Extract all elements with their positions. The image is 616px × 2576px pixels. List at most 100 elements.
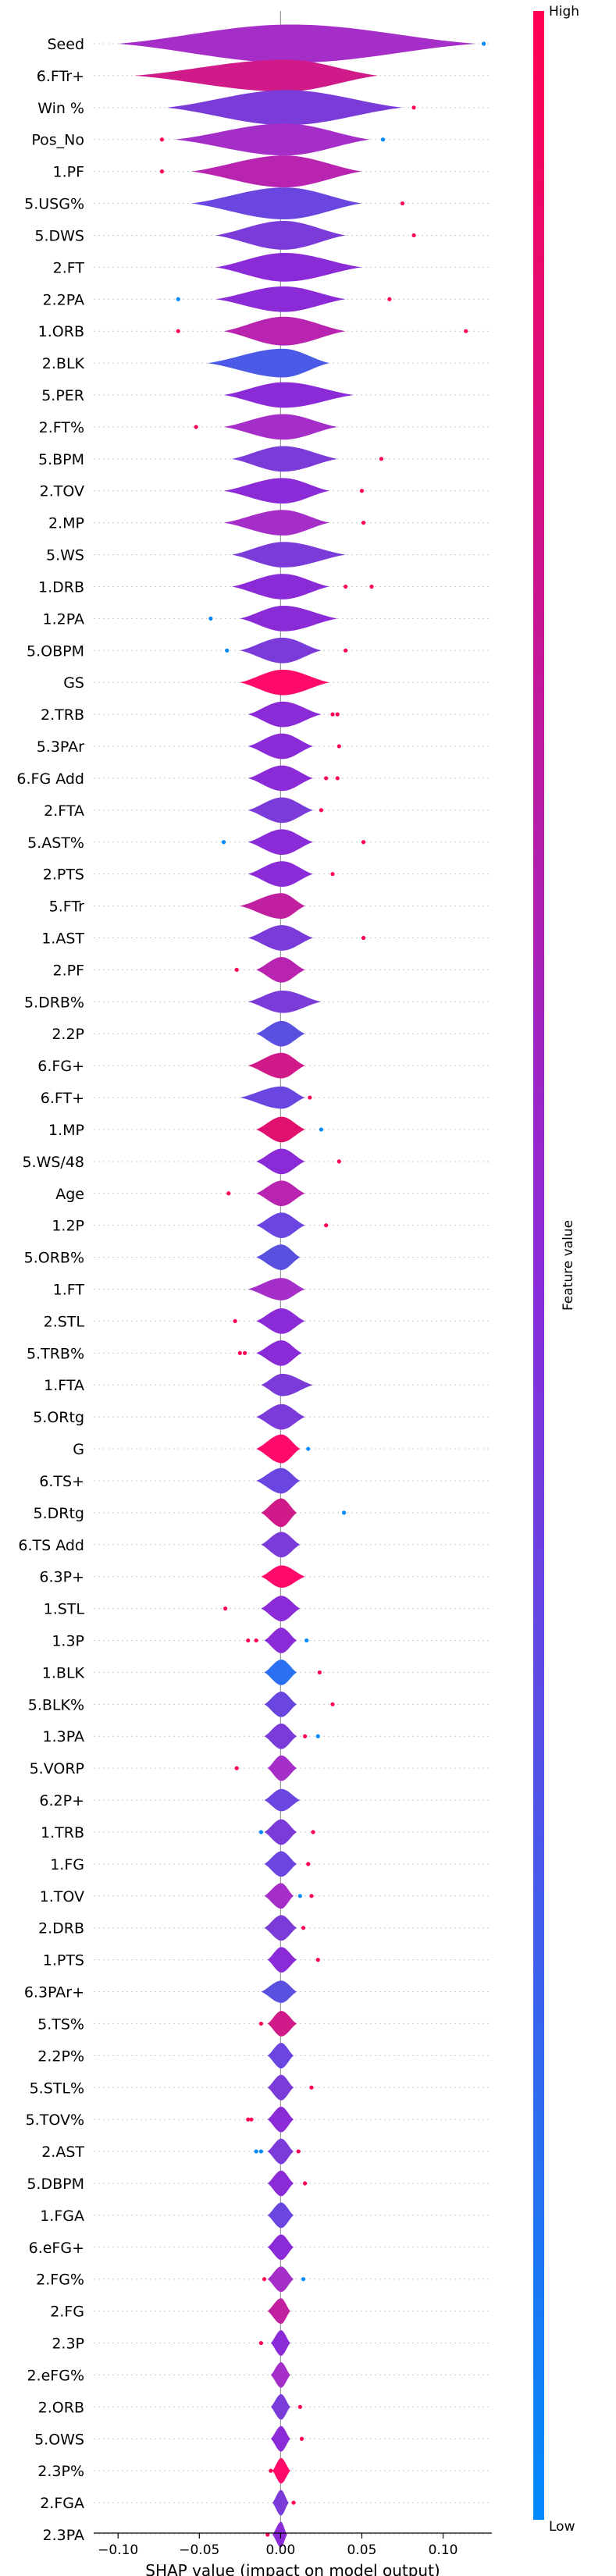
- feature-label: 5.BLK%: [28, 1696, 84, 1713]
- violin-2.PTS: [247, 861, 314, 888]
- outlier-point: [464, 329, 468, 333]
- violin-1.FG: [264, 1851, 297, 1877]
- violin-5.AST%: [247, 829, 314, 856]
- outlier-point: [265, 2532, 270, 2537]
- violin-1.3P: [264, 1628, 297, 1653]
- feature-label: 2.FGA: [40, 2495, 84, 2512]
- feature-label: Pos_No: [31, 132, 84, 149]
- violin-5.DBPM: [267, 2170, 294, 2197]
- violin-2.3PA: [272, 2521, 287, 2548]
- violin-2.ORB: [270, 2393, 290, 2420]
- feature-label: 2.AST: [41, 2144, 84, 2161]
- x-axis: −0.10 −0.05 0.00 0.05 0.10: [94, 2532, 492, 2558]
- outlier-point: [306, 1862, 311, 1866]
- violin-5.WS/48: [256, 1148, 305, 1175]
- violin-5.OWS: [270, 2425, 290, 2452]
- violin-2.2P%: [267, 2042, 294, 2069]
- feature-label: 1.3P: [52, 1633, 84, 1650]
- outlier-point: [237, 1350, 242, 1355]
- feature-label: 5.ORtg: [33, 1409, 84, 1426]
- outlier-point: [411, 233, 416, 238]
- feature-label: 1.ORB: [38, 323, 84, 340]
- outlier-point: [400, 201, 405, 206]
- outlier-point: [344, 648, 348, 653]
- violin-5.ORtg: [256, 1404, 305, 1430]
- outlier-point: [369, 584, 374, 589]
- violin-1.AST: [247, 925, 314, 951]
- feature-label: 6.3PAr+: [24, 1984, 84, 2001]
- feature-label: G: [73, 1441, 84, 1458]
- violin-6.FTr+: [134, 59, 379, 92]
- outlier-point: [246, 1638, 251, 1643]
- feature-label: 2.2PA: [43, 291, 84, 308]
- violin-2.3P%: [272, 2457, 290, 2484]
- violin-2.FT%: [223, 414, 338, 440]
- feature-label: 2.DRB: [38, 1920, 84, 1937]
- outlier-point: [233, 1318, 237, 1324]
- outlier-point: [291, 2500, 296, 2505]
- outlier-point: [258, 1830, 264, 1834]
- feature-label: 2.3P: [52, 2336, 84, 2353]
- violin-2.PF: [256, 957, 305, 983]
- feature-label: 5.FTr: [49, 898, 85, 916]
- feature-label: 1.FTA: [44, 1377, 84, 1394]
- feature-label: 2.2P: [52, 1026, 84, 1043]
- violins: [118, 24, 476, 2548]
- violin-5.DRB%: [247, 990, 322, 1013]
- outlier-point: [311, 1830, 315, 1834]
- feature-label: 2.FTA: [44, 802, 84, 820]
- x-tick-label: 0.00: [265, 2542, 295, 2558]
- feature-label: 2.FG: [50, 2304, 84, 2321]
- outlier-point: [254, 2149, 258, 2154]
- feature-label: 6.2P+: [39, 1792, 84, 1809]
- violin-1.3PA: [264, 1723, 297, 1749]
- violin-2.TRB: [247, 701, 322, 728]
- feature-label: 5.DRtg: [34, 1505, 84, 1522]
- outlier-point: [246, 2117, 251, 2122]
- violin-2.MP: [223, 510, 329, 536]
- violin-GS: [240, 669, 329, 696]
- outlier-point: [303, 2181, 308, 2186]
- feature-label: 5.TRB%: [27, 1345, 84, 1362]
- feature-label: 1.3PA: [43, 1728, 84, 1745]
- outlier-point: [387, 297, 392, 301]
- colorbar-title: Feature value: [561, 1220, 576, 1311]
- violin-1.DRB: [231, 574, 329, 600]
- violin-6.TS Add: [261, 1532, 301, 1558]
- outlier-point: [176, 297, 180, 301]
- violin-5.FTr: [240, 893, 305, 919]
- violin-Pos_No: [175, 123, 370, 156]
- violin-2.TOV: [223, 478, 329, 504]
- violin-6.3P+: [261, 1565, 305, 1589]
- feature-label: 2.MP: [48, 515, 84, 532]
- violin-1.2P: [256, 1212, 305, 1239]
- violin-1.FGA: [267, 2202, 294, 2229]
- feature-label: 6.TS+: [39, 1473, 84, 1490]
- x-axis-label: SHAP value (impact on model output): [145, 2561, 440, 2576]
- outlier-point: [221, 840, 226, 845]
- feature-label: 5.DRB%: [24, 994, 84, 1011]
- outlier-point: [226, 1191, 231, 1196]
- feature-label: 5.TOV%: [26, 2112, 84, 2129]
- feature-label: Age: [55, 1186, 84, 1203]
- violin-1.FT: [247, 1278, 305, 1300]
- violin-6.eFG+: [267, 2234, 294, 2261]
- outlier-point: [361, 840, 366, 845]
- violin-5.PER: [223, 382, 354, 408]
- feature-label: 1.PF: [52, 164, 84, 181]
- feature-label: 1.BLK: [42, 1664, 85, 1681]
- feature-label: 2.ORB: [38, 2399, 84, 2416]
- feature-label: 2.3PA: [43, 2527, 84, 2544]
- feature-label: 2.TOV: [40, 483, 84, 500]
- feature-label: 1.PTS: [43, 1952, 84, 1969]
- outlier-point: [359, 489, 365, 493]
- feature-label: 1.2P: [52, 1218, 84, 1235]
- outlier-point: [308, 1095, 312, 1100]
- outlier-point: [309, 2085, 314, 2090]
- row-gridlines: [94, 43, 492, 2535]
- violin-5.DWS: [215, 221, 346, 250]
- colorbar-high-label: High: [549, 4, 579, 20]
- feature-label: 2.FT: [53, 259, 85, 276]
- violin-2.3P: [270, 2330, 290, 2356]
- violin-2.FGA: [272, 2489, 289, 2516]
